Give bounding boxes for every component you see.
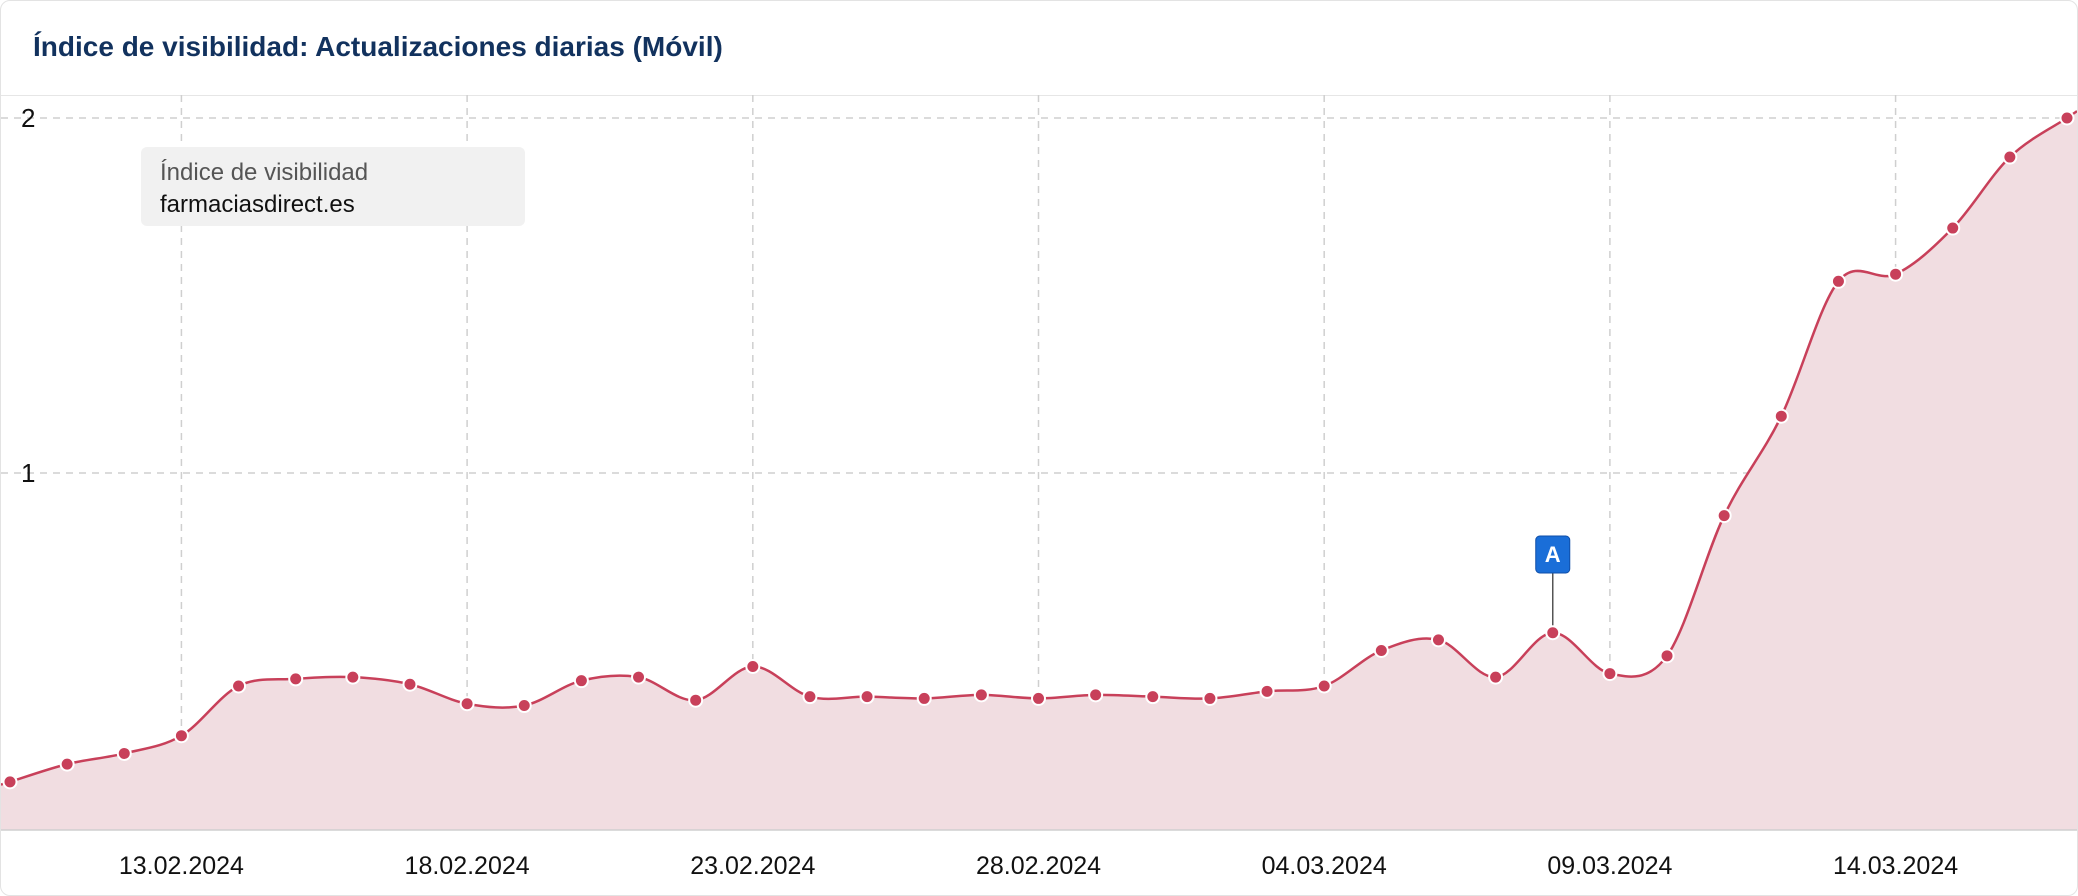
data-point	[345, 669, 361, 685]
data-point	[116, 745, 132, 761]
y-tick-label: 2	[21, 103, 35, 133]
data-point	[688, 692, 704, 708]
y-tick-labels: 12	[21, 103, 35, 488]
x-tick-label: 13.02.2024	[119, 852, 244, 880]
annotation-layer: A	[1535, 535, 1571, 633]
annotation-label: A	[1545, 542, 1561, 567]
data-point	[1716, 508, 1732, 524]
chart-title: Índice de visibilidad: Actualizaciones d…	[33, 31, 723, 62]
data-points	[2, 110, 2075, 790]
data-point	[1945, 220, 1961, 236]
data-point	[1488, 669, 1504, 685]
data-point	[859, 689, 875, 705]
data-point	[1373, 643, 1389, 658]
x-tick-label: 04.03.2024	[1262, 852, 1387, 880]
data-point	[1773, 408, 1789, 424]
data-point	[1830, 273, 1846, 289]
data-point	[516, 698, 532, 714]
x-tick-label: 09.03.2024	[1547, 852, 1672, 880]
data-point	[573, 673, 589, 689]
data-point	[288, 671, 304, 687]
data-point	[1430, 632, 1446, 648]
data-point	[402, 676, 418, 692]
data-point	[973, 687, 989, 703]
data-point	[2059, 110, 2075, 126]
y-tick-label: 1	[21, 458, 35, 488]
annotation-badge	[1535, 535, 1571, 574]
x-tick-label: 23.02.2024	[690, 852, 815, 880]
x-tick-label: 18.02.2024	[405, 852, 530, 880]
data-point	[1088, 687, 1104, 703]
data-point	[1202, 690, 1218, 706]
legend: Índice de visibilidad farmaciasdirect.es	[141, 147, 525, 226]
data-point	[2, 774, 18, 790]
data-point	[1888, 266, 1904, 282]
data-point	[916, 690, 932, 706]
annotation-marker: A	[1535, 535, 1571, 633]
data-point	[1316, 678, 1332, 694]
data-point	[745, 658, 761, 674]
series-area	[1, 111, 2077, 831]
data-point	[1602, 666, 1618, 682]
data-point	[1545, 625, 1561, 641]
legend-series-name: farmaciasdirect.es	[160, 191, 355, 218]
legend-title: Índice de visibilidad	[160, 159, 369, 186]
data-point	[1259, 683, 1275, 699]
data-point	[1659, 648, 1675, 664]
data-point	[173, 728, 189, 744]
data-point	[231, 678, 247, 694]
data-point	[59, 756, 75, 772]
data-point	[1145, 689, 1161, 705]
x-tick-labels: 13.02.2024 18.02.2024 23.02.2024 28.02.2024…	[119, 852, 1958, 880]
data-point	[1031, 690, 1046, 706]
data-point	[631, 669, 647, 685]
data-point	[2002, 149, 2018, 165]
data-point	[802, 689, 818, 705]
x-tick-label: 28.02.2024	[976, 852, 1101, 880]
x-tick-label: 14.03.2024	[1833, 852, 1958, 880]
data-point	[459, 696, 475, 712]
